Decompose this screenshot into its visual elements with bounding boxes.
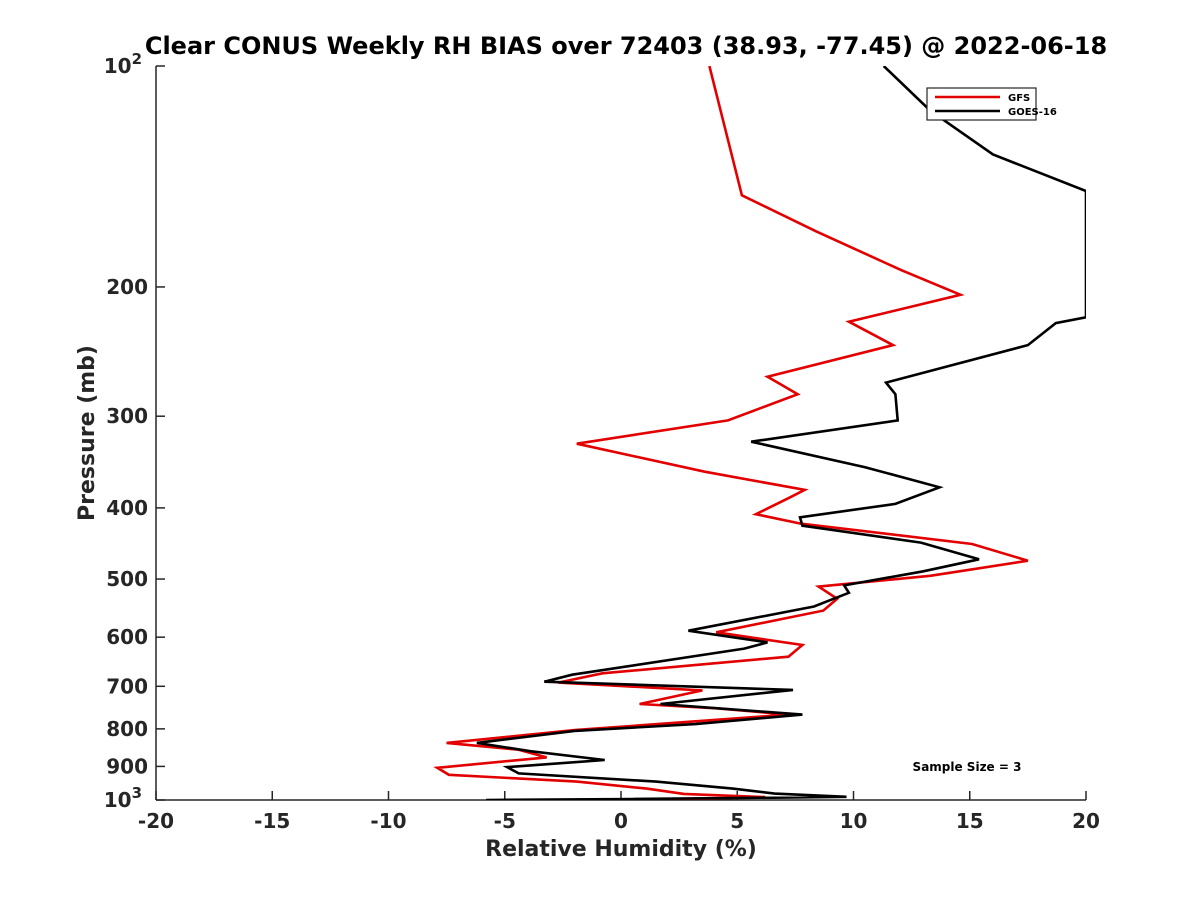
x-tick-label: -15: [254, 809, 290, 833]
x-tick-label: 0: [614, 809, 628, 833]
y-axis-label: Pressure (mb): [75, 345, 100, 521]
y-tick-label: 600: [106, 625, 148, 649]
y-tick-label: 700: [106, 674, 148, 698]
series-line-gfs: [433, 66, 1029, 800]
y-tick-label: 500: [106, 567, 148, 591]
x-tick-label: -20: [138, 809, 174, 833]
x-tick-label: 5: [730, 809, 744, 833]
axes: -20 -15 -10 -5 0 5 10 15 20 102 200 300 400 500 600 700…: [104, 50, 1100, 833]
x-axis-label: Relative Humidity (%): [485, 837, 757, 862]
x-tick-label: -10: [370, 809, 406, 833]
x-tick-label: 20: [1072, 809, 1100, 833]
legend-box: [926, 87, 1037, 121]
x-tick-label: -5: [494, 809, 516, 833]
legend: GFS GOES-16: [926, 87, 1057, 121]
y-tick-label: 103: [104, 784, 142, 812]
y-tick-label: 900: [106, 754, 148, 778]
x-tick-label: 15: [956, 809, 984, 833]
y-tick-label: 400: [106, 496, 148, 520]
x-tick-label: 10: [840, 809, 868, 833]
y-tick-label: 800: [106, 717, 148, 741]
sample-size-annotation: Sample Size = 3: [913, 760, 1022, 774]
chart-title: Clear CONUS Weekly RH BIAS over 72403 (3…: [145, 32, 1107, 60]
legend-label: GFS: [1008, 93, 1030, 104]
series-layer: [433, 66, 1086, 800]
legend-label: GOES-16: [1008, 107, 1057, 118]
series-line-goes-16: [476, 66, 1086, 800]
y-tick-label: 102: [104, 50, 142, 78]
y-tick-label: 200: [106, 275, 148, 299]
y-tick-label: 300: [106, 404, 148, 428]
